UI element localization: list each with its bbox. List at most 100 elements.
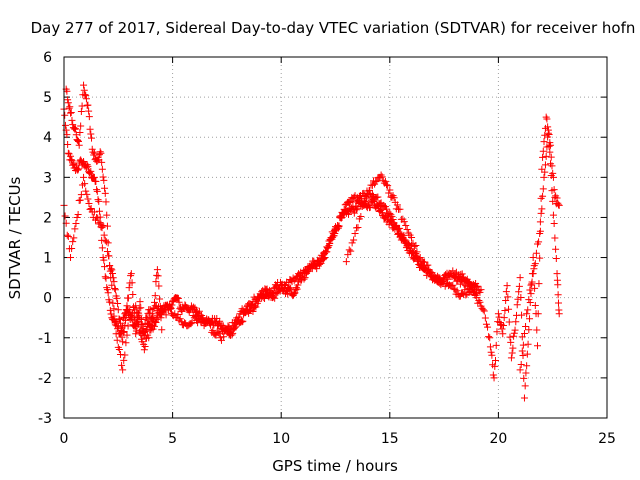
- data-point: [504, 293, 512, 301]
- data-point: [528, 278, 536, 286]
- data-point: [166, 305, 174, 313]
- data-point: [90, 208, 98, 216]
- data-point: [449, 281, 457, 289]
- y-tick-label: 5: [43, 90, 52, 106]
- data-point: [77, 122, 85, 130]
- data-point: [176, 315, 184, 323]
- data-point: [64, 140, 72, 148]
- data-point: [64, 99, 72, 107]
- data-point: [104, 289, 112, 297]
- data-point: [381, 177, 389, 185]
- data-point: [85, 107, 93, 115]
- data-point: [525, 326, 533, 334]
- data-point: [77, 108, 85, 116]
- data-point: [513, 301, 521, 309]
- data-point: [93, 187, 101, 195]
- data-point: [82, 95, 90, 103]
- data-point: [102, 274, 110, 282]
- data-point: [229, 322, 237, 330]
- data-point: [486, 334, 494, 342]
- data-point: [126, 316, 134, 324]
- data-point: [514, 295, 522, 303]
- data-point: [346, 199, 354, 207]
- data-point: [119, 328, 127, 336]
- data-point: [518, 311, 526, 319]
- data-point: [492, 356, 500, 364]
- data-point: [294, 281, 302, 289]
- data-point: [130, 304, 138, 312]
- data-point: [555, 310, 563, 318]
- data-point: [342, 258, 350, 266]
- data-point: [135, 309, 143, 317]
- data-point: [383, 205, 391, 213]
- data-series-sdtvar: [60, 81, 563, 402]
- data-point: [523, 310, 531, 318]
- data-point: [85, 113, 93, 121]
- data-point: [72, 131, 80, 139]
- data-point: [401, 236, 409, 244]
- data-point: [173, 294, 181, 302]
- data-point: [554, 201, 562, 209]
- data-point: [524, 340, 532, 348]
- data-point: [529, 270, 537, 278]
- data-point: [113, 336, 121, 344]
- data-point: [74, 165, 82, 173]
- data-point: [479, 306, 487, 314]
- data-point: [80, 81, 88, 89]
- x-tick-label: 25: [598, 431, 616, 447]
- data-point: [506, 333, 514, 341]
- data-point: [304, 267, 312, 275]
- data-point: [61, 212, 69, 220]
- data-point: [106, 262, 114, 270]
- data-point: [462, 282, 470, 290]
- data-point: [63, 231, 71, 239]
- data-point: [412, 250, 420, 258]
- data-point: [385, 189, 393, 197]
- data-point: [100, 256, 108, 264]
- data-point: [217, 336, 225, 344]
- data-point: [155, 282, 163, 290]
- data-point: [543, 115, 551, 123]
- data-point: [140, 346, 148, 354]
- data-point: [524, 306, 532, 314]
- data-point: [527, 290, 535, 298]
- data-point: [334, 221, 342, 229]
- data-point: [553, 194, 561, 202]
- data-point: [516, 274, 524, 282]
- data-point: [475, 297, 483, 305]
- data-point: [114, 306, 122, 314]
- data-point: [540, 173, 548, 181]
- data-point: [517, 294, 525, 302]
- data-point: [260, 290, 268, 298]
- data-point: [538, 205, 546, 213]
- data-point: [373, 177, 381, 185]
- data-point: [357, 213, 365, 221]
- data-point: [143, 326, 151, 334]
- y-tick-label: 2: [43, 210, 52, 226]
- data-point: [74, 166, 82, 174]
- data-point: [252, 303, 260, 311]
- data-point: [393, 201, 401, 209]
- data-point: [97, 149, 105, 157]
- data-point: [175, 298, 183, 306]
- data-point: [549, 197, 557, 205]
- data-point: [503, 282, 511, 290]
- data-point: [498, 325, 506, 333]
- data-point: [474, 282, 482, 290]
- data-point: [101, 263, 109, 271]
- data-point: [239, 317, 247, 325]
- data-point: [511, 326, 519, 334]
- data-point: [92, 178, 100, 186]
- data-point: [487, 348, 495, 356]
- data-point: [383, 181, 391, 189]
- data-point: [73, 213, 81, 221]
- x-tick-label: 10: [272, 431, 290, 447]
- data-point: [316, 258, 324, 266]
- data-point: [499, 330, 507, 338]
- data-point: [76, 128, 84, 136]
- data-point: [520, 329, 528, 337]
- data-point: [114, 300, 122, 308]
- data-point: [65, 104, 73, 112]
- data-point: [66, 103, 74, 111]
- data-point: [508, 349, 516, 357]
